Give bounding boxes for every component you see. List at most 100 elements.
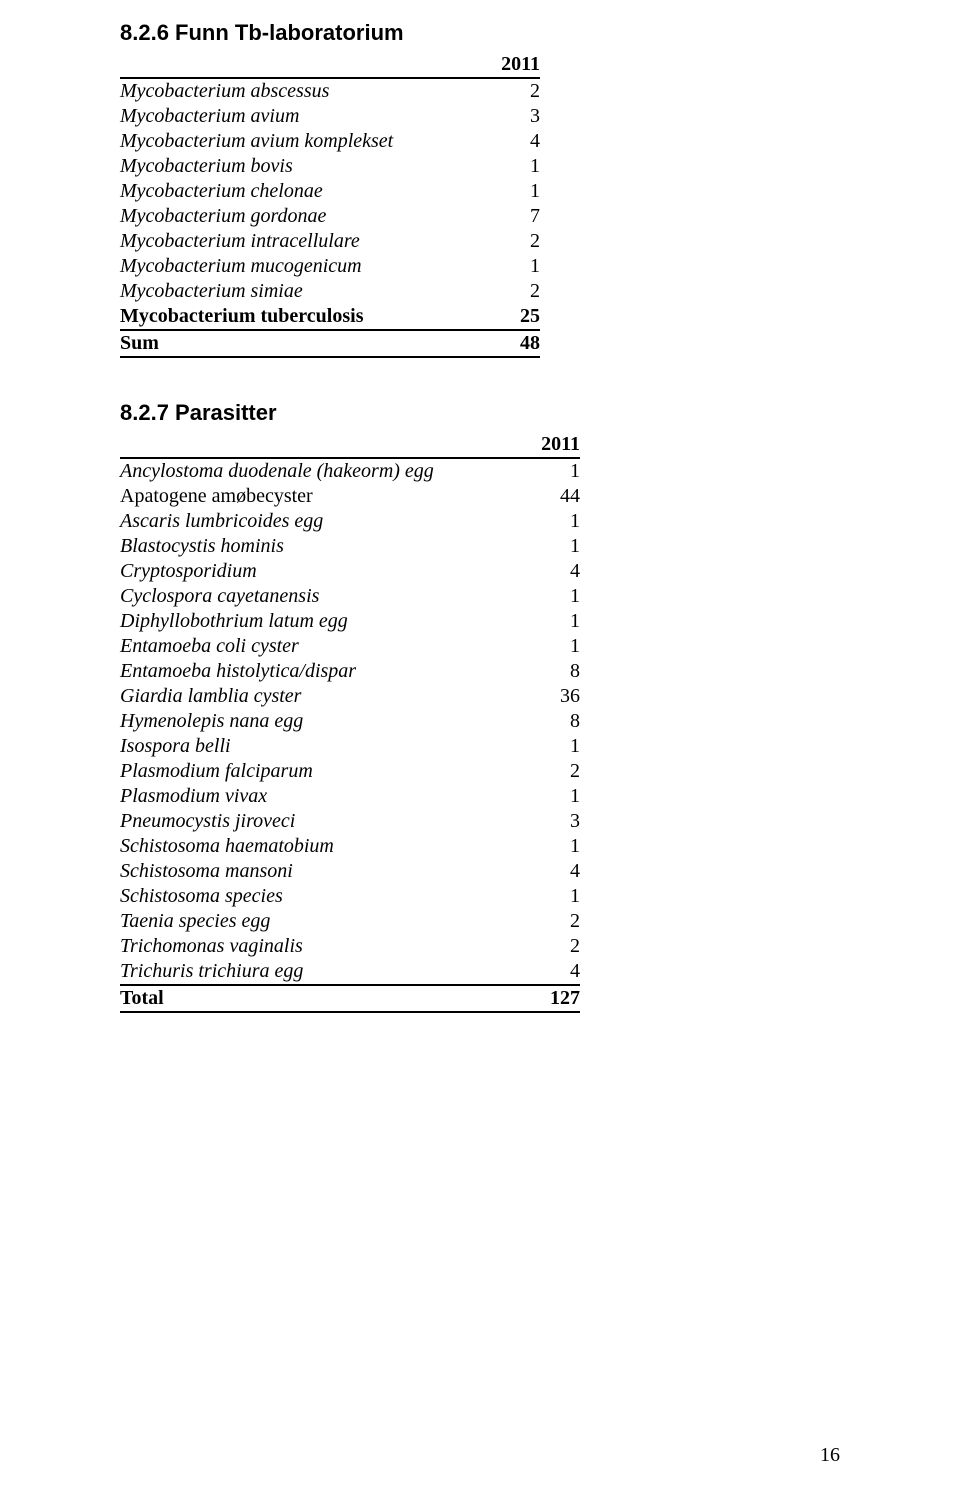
table-row: Entamoeba histolytica/dispar8 [120, 659, 580, 684]
table-row: Mycobacterium chelonae1 [120, 179, 540, 204]
row-value: 2 [514, 934, 580, 959]
row-label: Mycobacterium avium komplekset [120, 129, 472, 154]
row-label: Mycobacterium abscessus [120, 78, 472, 104]
section1-header-blank [120, 52, 472, 78]
row-label: Mycobacterium intracellulare [120, 229, 472, 254]
table-row: Cryptosporidium4 [120, 559, 580, 584]
row-value: 4 [514, 559, 580, 584]
table-row: Blastocystis hominis1 [120, 534, 580, 559]
table-row: Mycobacterium simiae2 [120, 279, 540, 304]
table-row: Mycobacterium gordonae7 [120, 204, 540, 229]
row-label: Mycobacterium bovis [120, 154, 472, 179]
row-value: 1 [514, 884, 580, 909]
row-value: 2 [514, 909, 580, 934]
row-label: Trichuris trichiura egg [120, 959, 514, 985]
row-label: Entamoeba histolytica/dispar [120, 659, 514, 684]
row-value: 1 [514, 734, 580, 759]
row-value: 1 [472, 254, 540, 279]
row-value: 8 [514, 659, 580, 684]
table-row: Schistosoma mansoni4 [120, 859, 580, 884]
row-value: 1 [514, 634, 580, 659]
row-label: Mycobacterium chelonae [120, 179, 472, 204]
row-label: Ascaris lumbricoides egg [120, 509, 514, 534]
table-row: Mycobacterium tuberculosis25 [120, 304, 540, 330]
row-value: 1 [514, 509, 580, 534]
row-label: Cyclospora cayetanensis [120, 584, 514, 609]
row-value: 1 [514, 458, 580, 484]
table-row: Mycobacterium abscessus2 [120, 78, 540, 104]
row-value: 2 [472, 78, 540, 104]
row-value: 1 [514, 834, 580, 859]
section2-table: 2011 Ancylostoma duodenale (hakeorm) egg… [120, 432, 580, 1013]
table-row: Schistosoma haematobium1 [120, 834, 580, 859]
row-value: 4 [514, 959, 580, 985]
table-row: Mycobacterium avium komplekset4 [120, 129, 540, 154]
row-label: Trichomonas vaginalis [120, 934, 514, 959]
table-row: Ancylostoma duodenale (hakeorm) egg1 [120, 458, 580, 484]
row-value: 8 [514, 709, 580, 734]
section1-table: 2011 Mycobacterium abscessus2Mycobacteri… [120, 52, 540, 358]
row-label: Hymenolepis nana egg [120, 709, 514, 734]
row-value: 3 [514, 809, 580, 834]
table-row: Mycobacterium intracellulare2 [120, 229, 540, 254]
row-value: 1 [514, 609, 580, 634]
row-label: Plasmodium vivax [120, 784, 514, 809]
section1-heading: 8.2.6 Funn Tb-laboratorium [120, 20, 800, 46]
row-label: Mycobacterium tuberculosis [120, 304, 472, 330]
section2-header-blank [120, 432, 514, 458]
row-value: 1 [514, 584, 580, 609]
row-label: Schistosoma mansoni [120, 859, 514, 884]
table-row: Isospora belli1 [120, 734, 580, 759]
table-row: Hymenolepis nana egg8 [120, 709, 580, 734]
table-row: Taenia species egg2 [120, 909, 580, 934]
section2-sum-label: Total [120, 985, 514, 1012]
row-label: Giardia lamblia cyster [120, 684, 514, 709]
row-label: Entamoeba coli cyster [120, 634, 514, 659]
row-value: 2 [472, 279, 540, 304]
table-row: Mycobacterium bovis1 [120, 154, 540, 179]
row-label: Apatogene amøbecyster [120, 484, 514, 509]
table-row: Giardia lamblia cyster36 [120, 684, 580, 709]
row-label: Schistosoma haematobium [120, 834, 514, 859]
table-row: Ascaris lumbricoides egg1 [120, 509, 580, 534]
table-row: Entamoeba coli cyster1 [120, 634, 580, 659]
row-value: 1 [514, 784, 580, 809]
row-value: 2 [514, 759, 580, 784]
table-row: Mycobacterium avium3 [120, 104, 540, 129]
section2-header-year: 2011 [514, 432, 580, 458]
page-container: 8.2.6 Funn Tb-laboratorium 2011 Mycobact… [0, 0, 960, 1095]
row-value: 1 [472, 154, 540, 179]
table-row: Trichuris trichiura egg4 [120, 959, 580, 985]
row-label: Mycobacterium avium [120, 104, 472, 129]
row-value: 25 [472, 304, 540, 330]
section2-header-row: 2011 [120, 432, 580, 458]
section2-heading: 8.2.7 Parasitter [120, 400, 800, 426]
row-label: Mycobacterium gordonae [120, 204, 472, 229]
row-value: 4 [472, 129, 540, 154]
row-label: Mycobacterium simiae [120, 279, 472, 304]
section1-header-year: 2011 [472, 52, 540, 78]
page-number: 16 [820, 1444, 840, 1467]
section2-sum-value: 127 [514, 985, 580, 1012]
row-label: Isospora belli [120, 734, 514, 759]
table-row: Schistosoma species1 [120, 884, 580, 909]
table-row: Mycobacterium mucogenicum1 [120, 254, 540, 279]
row-value: 44 [514, 484, 580, 509]
row-value: 1 [514, 534, 580, 559]
row-value: 7 [472, 204, 540, 229]
table-row: Apatogene amøbecyster44 [120, 484, 580, 509]
row-label: Diphyllobothrium latum egg [120, 609, 514, 634]
row-value: 2 [472, 229, 540, 254]
row-value: 4 [514, 859, 580, 884]
row-label: Ancylostoma duodenale (hakeorm) egg [120, 458, 514, 484]
table-row: Cyclospora cayetanensis1 [120, 584, 580, 609]
row-label: Taenia species egg [120, 909, 514, 934]
section2-sum-row: Total 127 [120, 985, 580, 1012]
section1-header-row: 2011 [120, 52, 540, 78]
row-value: 36 [514, 684, 580, 709]
row-label: Plasmodium falciparum [120, 759, 514, 784]
row-label: Pneumocystis jiroveci [120, 809, 514, 834]
section1-sep-row: Sum 48 [120, 330, 540, 357]
row-label: Cryptosporidium [120, 559, 514, 584]
table-row: Plasmodium vivax1 [120, 784, 580, 809]
